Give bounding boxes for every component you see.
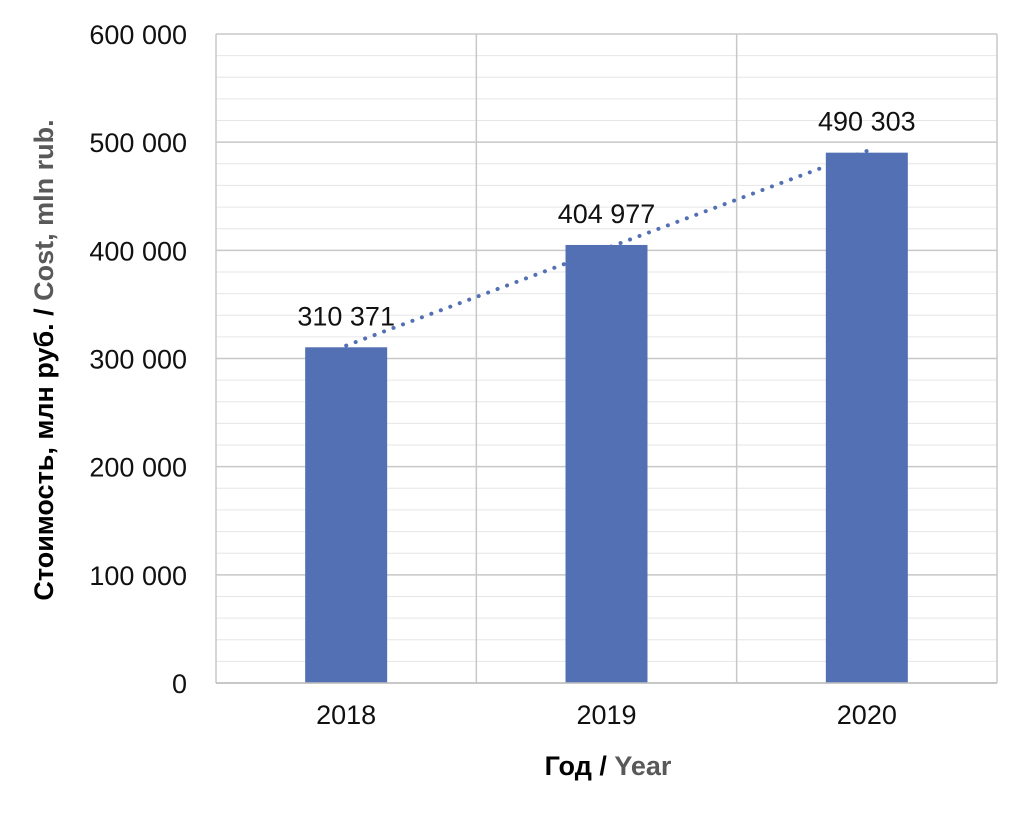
data-labels: 310 371 404 977 490 303	[297, 107, 915, 332]
x-tick-label: 2020	[837, 700, 897, 730]
y-axis-title: Стоимость, млн руб. / Cost, mln rub.	[29, 119, 59, 600]
bar	[305, 347, 388, 683]
y-axis-title-ru: Стоимость, млн руб. /	[29, 301, 59, 601]
x-axis-title: Год / Year	[545, 751, 672, 781]
data-label: 404 977	[558, 199, 656, 229]
x-axis-title-ru: Год /	[545, 751, 615, 781]
bar	[825, 152, 908, 684]
y-tick-label: 400 000	[89, 236, 187, 266]
y-tick-label: 600 000	[89, 20, 187, 50]
x-tick-label: 2018	[316, 700, 376, 730]
data-label: 310 371	[297, 301, 395, 331]
y-tick-label: 500 000	[89, 128, 187, 158]
y-axis-title-en: Cost, mln rub.	[29, 119, 59, 301]
y-tick-label: 0	[172, 669, 187, 699]
x-axis-title-en: Year	[614, 751, 672, 781]
trendline-line	[344, 148, 869, 348]
data-label: 490 303	[818, 107, 916, 137]
y-tick-label: 100 000	[89, 561, 187, 591]
bar	[565, 244, 648, 683]
x-tick-label: 2019	[576, 700, 636, 730]
axes: 0 100 000 200 000 300 000 400 000 500 000 600 …	[89, 20, 997, 730]
bars	[305, 152, 908, 684]
trendline	[344, 148, 869, 348]
y-tick-label: 200 000	[89, 453, 187, 483]
y-tick-label: 300 000	[89, 345, 187, 375]
